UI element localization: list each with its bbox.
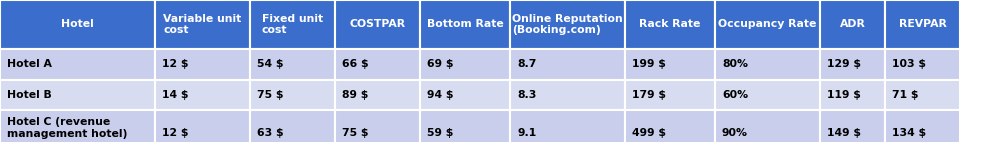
Bar — [715, 49, 820, 80]
Bar — [820, 49, 885, 80]
Text: 12 $: 12 $ — [162, 128, 188, 138]
Text: 90%: 90% — [722, 128, 748, 138]
Text: 149 $: 149 $ — [827, 128, 861, 138]
Text: 199 $: 199 $ — [632, 59, 666, 69]
Text: REVPAR: REVPAR — [899, 19, 946, 30]
Bar — [335, 0, 420, 49]
Bar — [155, 80, 250, 110]
Bar — [820, 110, 885, 142]
Bar — [715, 110, 820, 142]
Bar — [885, 80, 960, 110]
Bar — [155, 0, 250, 49]
Text: 8.7: 8.7 — [517, 59, 536, 69]
Text: 103 $: 103 $ — [892, 59, 926, 69]
Text: 54 $: 54 $ — [257, 59, 284, 69]
Bar — [250, 0, 335, 49]
Text: ADR: ADR — [840, 19, 865, 30]
Text: 8.3: 8.3 — [517, 90, 536, 100]
Bar — [250, 49, 335, 80]
Bar — [510, 110, 625, 142]
Bar — [420, 110, 510, 142]
Text: 75 $: 75 $ — [342, 128, 368, 138]
Text: 75 $: 75 $ — [257, 90, 284, 100]
Bar — [510, 49, 625, 80]
Text: Occupancy Rate: Occupancy Rate — [718, 19, 817, 30]
Text: 14 $: 14 $ — [162, 90, 188, 100]
Text: 60%: 60% — [722, 90, 748, 100]
Bar — [0, 110, 155, 142]
Text: Variable unit
cost: Variable unit cost — [163, 14, 242, 35]
Bar — [250, 80, 335, 110]
Text: 63 $: 63 $ — [257, 128, 284, 138]
Text: 134 $: 134 $ — [892, 128, 926, 138]
Text: 12 $: 12 $ — [162, 59, 188, 69]
Text: Hotel: Hotel — [61, 19, 94, 30]
Text: 71 $: 71 $ — [892, 90, 918, 100]
Bar — [155, 49, 250, 80]
Text: Hotel C (revenue
management hotel): Hotel C (revenue management hotel) — [7, 117, 127, 139]
Text: 66 $: 66 $ — [342, 59, 369, 69]
Text: 9.1: 9.1 — [517, 128, 536, 138]
Bar — [510, 80, 625, 110]
Bar — [420, 49, 510, 80]
Bar — [335, 80, 420, 110]
Bar — [625, 110, 715, 142]
Bar — [625, 49, 715, 80]
Bar — [625, 80, 715, 110]
Bar — [510, 0, 625, 49]
Text: Fixed unit
cost: Fixed unit cost — [262, 14, 323, 35]
Bar — [0, 0, 155, 49]
Text: 69 $: 69 $ — [427, 59, 454, 69]
Text: Online Reputation
(Booking.com): Online Reputation (Booking.com) — [512, 14, 623, 35]
Text: 80%: 80% — [722, 59, 748, 69]
Text: Hotel B: Hotel B — [7, 90, 52, 100]
Text: Hotel A: Hotel A — [7, 59, 52, 69]
Bar — [885, 0, 960, 49]
Bar — [885, 110, 960, 142]
Bar — [625, 0, 715, 49]
Text: 59 $: 59 $ — [427, 128, 453, 138]
Bar — [885, 49, 960, 80]
Text: Bottom Rate: Bottom Rate — [427, 19, 503, 30]
Text: 499 $: 499 $ — [632, 128, 666, 138]
Bar — [715, 80, 820, 110]
Text: Rack Rate: Rack Rate — [639, 19, 701, 30]
Bar — [335, 110, 420, 142]
Bar — [0, 80, 155, 110]
Text: 179 $: 179 $ — [632, 90, 666, 100]
Text: COSTPAR: COSTPAR — [349, 19, 406, 30]
Bar — [715, 0, 820, 49]
Text: 89 $: 89 $ — [342, 90, 368, 100]
Bar — [820, 80, 885, 110]
Bar — [250, 110, 335, 142]
Bar — [0, 49, 155, 80]
Text: 119 $: 119 $ — [827, 90, 861, 100]
Text: 94 $: 94 $ — [427, 90, 454, 100]
Text: 129 $: 129 $ — [827, 59, 861, 69]
Bar — [155, 110, 250, 142]
Bar — [335, 49, 420, 80]
Bar — [820, 0, 885, 49]
Bar — [420, 80, 510, 110]
Bar — [420, 0, 510, 49]
